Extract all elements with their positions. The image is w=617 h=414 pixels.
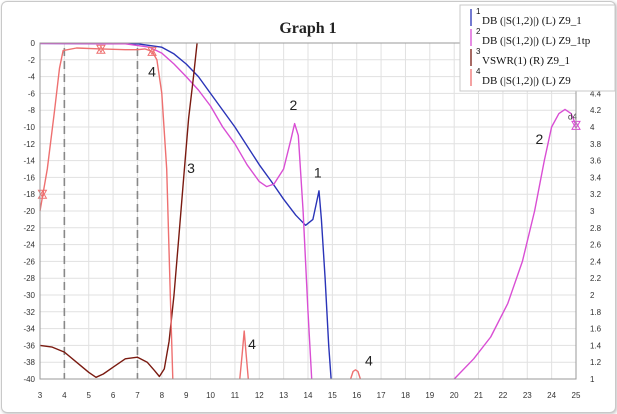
x-tick-label: 14 — [304, 391, 313, 400]
curve-number-label: 2 — [536, 131, 544, 147]
marker-label: d4 — [568, 112, 577, 121]
left-y-tick-label: -36 — [23, 341, 35, 350]
legend-box — [459, 4, 616, 92]
x-axis-ticks: 3 4 5 6 7 8 9 10 11 12 13 14 15 16 17 18 19 20 21 22 23 24 25 — [38, 391, 581, 400]
legend-entry: DB (|S(1,2)|) (L) Z9_1tp — [482, 35, 591, 47]
left-y-tick-label: -16 — [23, 173, 35, 182]
right-y-tick-label: 3.4 — [590, 173, 602, 182]
x-tick-label: 4 — [62, 391, 67, 400]
legend-series-number: 4 — [476, 67, 481, 76]
right-y-tick-label: 3.2 — [590, 190, 602, 199]
x-tick-label: 22 — [498, 391, 507, 400]
dashed-frequency-markers — [63, 48, 139, 379]
series-1-line — [39, 42, 332, 380]
legend-series-number: 1 — [476, 7, 481, 16]
right-y-tick-label: 3.6 — [590, 157, 602, 166]
left-y-tick-label: -38 — [23, 358, 35, 367]
x-tick-label: 19 — [425, 391, 434, 400]
curve-number-label: 3 — [187, 160, 195, 176]
legend-series-number: 2 — [476, 27, 481, 36]
plot-border — [39, 42, 577, 380]
x-tick-label: 9 — [184, 391, 189, 400]
left-y-tick-label: -32 — [23, 308, 35, 317]
left-y-tick-label: -22 — [23, 224, 35, 233]
left-y-tick-label: -14 — [23, 157, 35, 166]
left-y-tick-label: -6 — [28, 89, 36, 98]
right-y-tick-label: 1 — [590, 375, 595, 384]
series-3-line — [39, 42, 198, 378]
x-tick-label: 15 — [328, 391, 337, 400]
right-y-tick-label: 1.8 — [590, 308, 602, 317]
triangle-marker-inverse — [96, 45, 106, 54]
series-2-line — [39, 42, 313, 380]
curve-number-label: 4 — [365, 353, 373, 369]
left-y-tick-label: -20 — [23, 207, 35, 216]
right-y-tick-label: 2.6 — [590, 241, 602, 250]
right-y-tick-label: 2.2 — [590, 274, 602, 283]
left-y-tick-label: -10 — [23, 123, 35, 132]
x-tick-label: 5 — [87, 391, 92, 400]
x-tick-label: 21 — [474, 391, 483, 400]
curve-number-label: 1 — [314, 164, 322, 180]
right-y-tick-label: 3 — [590, 207, 595, 216]
left-y-tick-label: -8 — [28, 106, 36, 115]
left-y-axis-ticks: 0 -2 -4 -6 -8 -10 -12 -14 -16 -18 -20 -22 -24 -26 -28 -… — [23, 39, 35, 384]
x-tick-label: 17 — [377, 391, 386, 400]
x-tick-label: 13 — [279, 391, 288, 400]
left-y-tick-label: -30 — [23, 291, 35, 300]
x-tick-label: 3 — [38, 391, 43, 400]
curve-number-label: 4 — [148, 64, 156, 80]
left-y-tick-label: -4 — [28, 73, 36, 82]
right-y-tick-label: 2 — [590, 291, 595, 300]
left-y-tick-label: -26 — [23, 257, 35, 266]
left-y-tick-label: -40 — [23, 375, 35, 384]
triangle-marker-inverse — [147, 47, 157, 56]
x-tick-label: 6 — [111, 391, 116, 400]
legend-series-number: 3 — [476, 47, 481, 56]
legend-entry: DB (|S(1,2)|) (L) Z9 — [482, 75, 571, 87]
curve-number-label: 2 — [289, 97, 297, 113]
x-tick-label: 7 — [135, 391, 140, 400]
x-tick-label: 12 — [255, 391, 264, 400]
left-y-tick-label: -18 — [23, 190, 35, 199]
left-y-tick-label: -28 — [23, 274, 35, 283]
curve-annotations: 1 2 2 3 4 4 4 — [148, 64, 543, 369]
left-y-tick-label: 0 — [31, 39, 36, 48]
right-y-tick-label: 1.6 — [590, 325, 602, 334]
series-4-line-segment-b — [239, 330, 249, 380]
right-y-tick-label: 1.4 — [590, 341, 602, 350]
left-y-tick-label: -24 — [23, 241, 35, 250]
right-y-tick-label: 4 — [590, 123, 595, 132]
right-y-tick-label: 2.4 — [590, 257, 602, 266]
x-tick-label: 11 — [231, 391, 240, 400]
legend-entry: VSWR(1) (R) Z9_1 — [482, 55, 570, 67]
left-y-tick-label: -2 — [28, 56, 36, 65]
x-tick-label: 25 — [572, 391, 581, 400]
right-y-tick-label: 4.2 — [590, 106, 602, 115]
left-y-tick-label: -12 — [23, 140, 35, 149]
series-2-line-segment-b — [453, 108, 577, 380]
x-tick-label: 18 — [401, 391, 410, 400]
x-tick-label: 10 — [206, 391, 215, 400]
right-y-tick-label: 4.4 — [590, 89, 602, 98]
chart-title: Graph 1 — [279, 20, 336, 37]
right-y-tick-label: 2.8 — [590, 224, 602, 233]
right-y-tick-label: 1.2 — [590, 358, 602, 367]
x-tick-label: 8 — [160, 391, 165, 400]
x-tick-label: 20 — [450, 391, 459, 400]
series-4-line-segment-c — [349, 369, 362, 380]
left-y-tick-label: -34 — [23, 325, 35, 334]
legend-entry: DB (|S(1,2)|) (L) Z9_1 — [482, 15, 582, 27]
series-4-line — [39, 47, 174, 380]
x-tick-label: 16 — [352, 391, 361, 400]
right-y-tick-label: 3.8 — [590, 140, 602, 149]
curve-number-label: 4 — [248, 336, 256, 352]
x-tick-label: 23 — [523, 391, 532, 400]
x-tick-label: 24 — [547, 391, 556, 400]
plot-series — [39, 42, 577, 380]
